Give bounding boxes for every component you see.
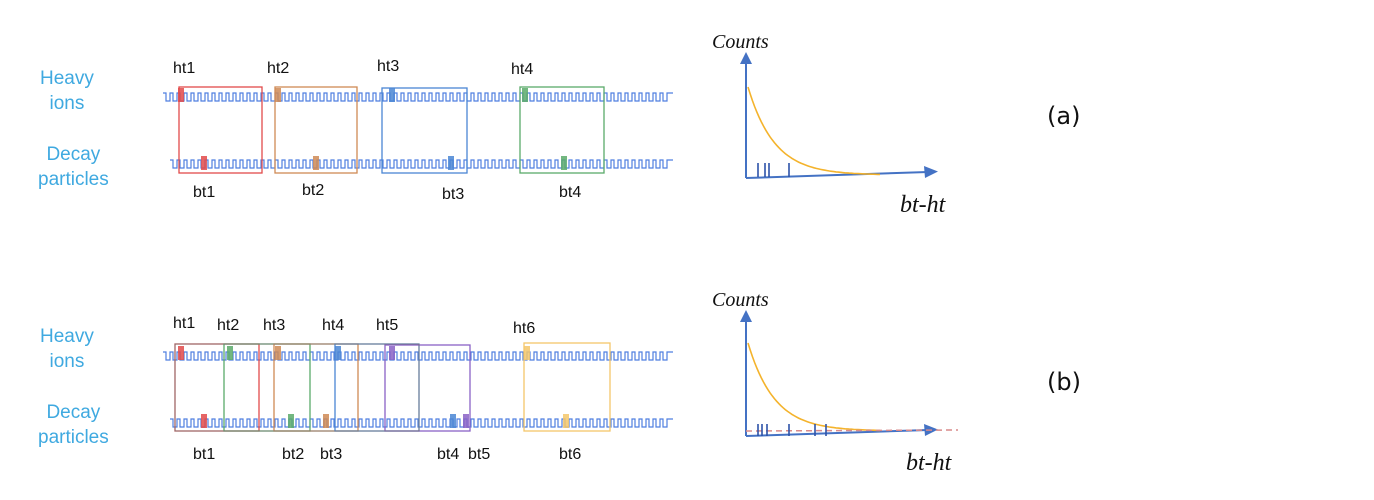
panel-b-plot-y-axis-arrow (740, 310, 752, 322)
panel-b-ht2-label: ht2 (217, 317, 240, 334)
panel-a-decay-label-line1: Decay (46, 144, 101, 165)
panel-b-bt4-label: bt4 (437, 446, 460, 463)
panel-b-event-box-2 (223, 343, 311, 432)
panel-b-heavy-ion-marker-6 (524, 346, 530, 360)
panel-b-bt1-label: bt1 (193, 446, 216, 463)
panel-b-decay-marker-4 (450, 414, 456, 428)
panel-a-bt2-label: bt2 (302, 182, 325, 199)
panel-a-decay-marker-2 (313, 156, 319, 170)
panel-a-decay-particles-label: Decay particles (38, 142, 109, 192)
panel-b-event-box-6 (523, 342, 611, 432)
panel-a-event-box-4 (519, 86, 605, 174)
panel-b-ht1-label: ht1 (173, 315, 196, 332)
panel-a-decay-marker-1 (201, 156, 207, 170)
panel-b-decay-marker-5 (463, 414, 469, 428)
panel-a-plot-decay-curve (747, 86, 880, 176)
panel-b-heavy-ions-label: Heavy ions (40, 324, 94, 374)
panel-b-heavy-ion-marker-1 (178, 346, 184, 360)
panel-b-heavy-ion-marker-4 (335, 346, 341, 360)
panel-b-plot-decay-curve (747, 342, 880, 432)
panel-b-heavy-ion-marker-5 (389, 346, 395, 360)
panel-a-diagram (163, 52, 938, 179)
panel-b-decay-signal (170, 418, 673, 428)
panel-a-heavy-ion-marker-4 (522, 88, 528, 102)
panel-a-heavy-ion-marker-1 (178, 88, 184, 102)
panel-b-decay-marker-6 (563, 414, 569, 428)
panel-b-ht4-label: ht4 (322, 317, 345, 334)
panel-b-label: (b) (1047, 368, 1081, 396)
panel-b-decay-label-line1: Decay (46, 402, 101, 423)
panel-a-ht2-label: ht2 (267, 60, 290, 77)
panel-b-heavy-label-line2: ions (49, 351, 85, 372)
panel-a-bt3-label: bt3 (442, 186, 465, 203)
panel-a-bt-ht-axis-label: bt-ht (900, 192, 946, 218)
panel-b-bt-ht-axis-label: bt-ht (906, 450, 952, 476)
panel-a-decay-label-line2: particles (38, 169, 109, 190)
panel-b-bt2-label: bt2 (282, 446, 305, 463)
panel-a-ht1-label: ht1 (173, 60, 196, 77)
panel-a-plot-x-axis (745, 171, 929, 179)
panel-b-heavy-label-line1: Heavy (40, 326, 94, 347)
panel-a-event-box-1 (178, 86, 263, 174)
panel-b-ht6-label: ht6 (513, 320, 536, 337)
panel-b-decay-label-line2: particles (38, 427, 109, 448)
panel-b-ht3-label: ht3 (263, 317, 286, 334)
panel-b-heavy-ion-marker-3 (275, 346, 281, 360)
panel-b-heavy-ion-signal (163, 351, 673, 361)
panel-b-heavy-ion-marker-2 (227, 346, 233, 360)
panel-a-heavy-ion-marker-3 (389, 88, 395, 102)
panel-b-counts-axis-label: Counts (712, 289, 769, 311)
panel-b-diagram (163, 310, 959, 437)
panel-a-event-box-2 (274, 86, 358, 174)
panel-a-bt4-label: bt4 (559, 184, 582, 201)
panel-a-ht3-label: ht3 (377, 58, 400, 75)
panel-b-event-box-5 (384, 344, 471, 432)
panel-b-plot-background-line (745, 429, 959, 432)
panel-a-heavy-ions-label: Heavy ions (40, 66, 94, 116)
panel-a-heavy-label-line1: Heavy (40, 68, 94, 89)
panel-a-decay-marker-4 (561, 156, 567, 170)
panel-b-bt3-label: bt3 (320, 446, 343, 463)
panel-a-event-box-3 (381, 87, 468, 174)
panel-a-ht4-label: ht4 (511, 61, 534, 78)
panel-b-decay-particles-label: Decay particles (38, 400, 109, 450)
panel-a-label: (a) (1047, 102, 1081, 130)
panel-a-counts-axis-label: Counts (712, 31, 769, 53)
panel-b-bt5-label: bt5 (468, 446, 491, 463)
panel-a-heavy-label-line2: ions (49, 93, 85, 114)
panel-a-heavy-ion-signal (163, 92, 673, 102)
panel-b-ht5-label: ht5 (376, 317, 399, 334)
panel-a-heavy-ion-marker-2 (275, 88, 281, 102)
panel-a-decay-marker-3 (448, 156, 454, 170)
panel-b-decay-marker-3 (323, 414, 329, 428)
panel-b-decay-marker-2 (288, 414, 294, 428)
panel-b-overlap-frame (174, 343, 420, 432)
panel-b-decay-marker-1 (201, 414, 207, 428)
panel-a-plot-y-axis-arrow (740, 52, 752, 64)
panel-a-plot-x-axis-arrow (924, 166, 938, 178)
panel-a-bt1-label: bt1 (193, 184, 216, 201)
panel-b-bt6-label: bt6 (559, 446, 582, 463)
panel-a-decay-signal (170, 159, 673, 169)
